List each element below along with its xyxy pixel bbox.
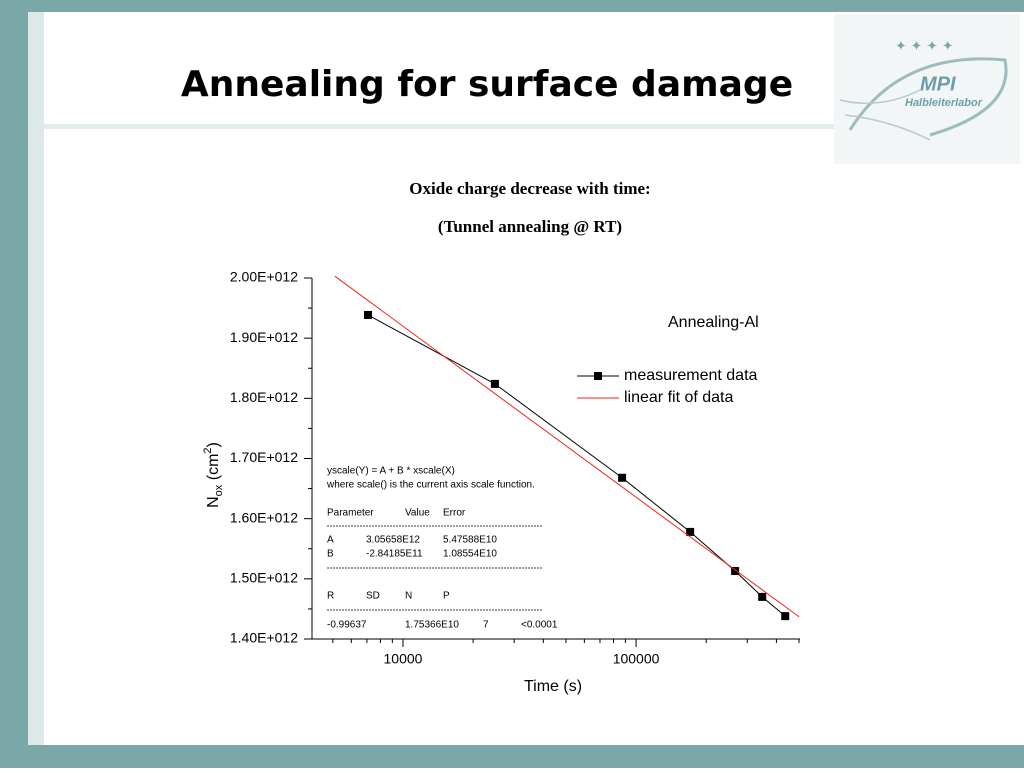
fit-cell: Value: [405, 508, 430, 519]
legend-label: measurement data: [624, 367, 758, 384]
fit-cell: N: [405, 591, 412, 602]
data-point: [731, 567, 740, 576]
x-axis-label: Time (s): [524, 678, 582, 695]
fit-text: yscale(Y) = A + B * xscale(X): [327, 466, 455, 477]
y-axis-label: Nox (cm2): [202, 442, 225, 508]
data-point: [781, 612, 790, 621]
y-label-sup: 2: [202, 447, 214, 453]
chart-subtitle: (Tunnel annealing @ RT): [438, 217, 622, 236]
fit-cell: 1.08554E10: [443, 549, 497, 560]
y-label-part: (cm: [205, 454, 222, 485]
x-tick-label: 10000: [384, 651, 423, 667]
fit-cell: R: [327, 591, 334, 602]
legend-title: Annealing-Al: [668, 314, 759, 331]
logo-lines: [839, 89, 931, 141]
fit-cell: P: [443, 591, 450, 602]
fit-cell: B: [327, 549, 334, 560]
slide-title: Annealing for surface damage: [181, 64, 793, 105]
data-point: [618, 473, 627, 482]
y-label-part: ): [205, 442, 222, 447]
fit-cell: SD: [366, 591, 380, 602]
fit-cell: Error: [443, 508, 466, 519]
y-label-sub: ox: [213, 484, 225, 496]
data-point: [364, 311, 373, 320]
fit-cell: 1.75366E10: [405, 620, 459, 631]
y-label-part: N: [205, 496, 222, 508]
y-tick-label: 1.70E+012: [230, 449, 298, 465]
data-point: [758, 592, 767, 601]
legend-label: linear fit of data: [624, 389, 734, 406]
logo-swoosh: [848, 57, 1008, 137]
y-tick-label: 1.80E+012: [230, 389, 298, 405]
logo-mpi: MPI: [920, 73, 956, 95]
y-tick-label: 1.40E+012: [230, 630, 298, 646]
title-rule: [44, 124, 834, 129]
fit-cell: -2.84185E11: [366, 549, 423, 560]
fit-cell: A: [327, 535, 334, 546]
legend-marker: [594, 372, 602, 380]
logo: ✦ ✦ ✦ ✦ MPI Halbleiterlabor: [834, 14, 1020, 164]
x-tick-label: 100000: [613, 651, 660, 667]
fit-cell: <0.0001: [521, 620, 558, 631]
data-point: [686, 527, 695, 536]
y-tick-label: 2.00E+012: [230, 269, 298, 285]
fit-cell: 7: [483, 620, 489, 631]
y-tick-label: 1.60E+012: [230, 509, 298, 525]
data-point: [490, 379, 499, 388]
y-tick-label: 1.90E+012: [230, 329, 298, 345]
fit-text: where scale() is the current axis scale …: [326, 480, 535, 491]
logo-stars: ✦ ✦ ✦ ✦: [895, 38, 954, 54]
fit-cell: 5.47588E10: [443, 535, 497, 546]
fit-cell: -0.99637: [327, 620, 367, 631]
series-line: [334, 275, 800, 618]
fit-cell: 3.05658E12: [366, 535, 420, 546]
y-tick-label: 1.50E+012: [230, 570, 298, 586]
chart-title: Oxide charge decrease with time:: [409, 179, 650, 198]
logo-text: Halbleiterlabor: [905, 97, 983, 109]
fit-cell: Parameter: [327, 508, 374, 519]
